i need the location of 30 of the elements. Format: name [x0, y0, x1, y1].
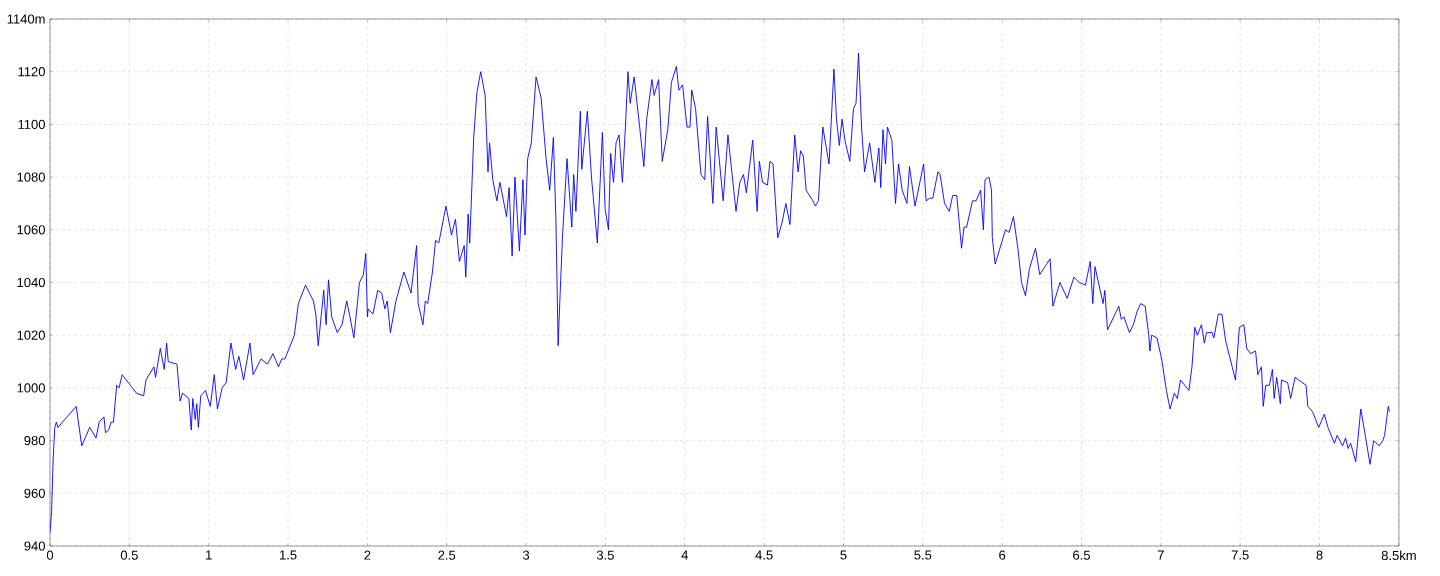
x-tick-label: 3 [522, 550, 530, 560]
x-tick-label: 0.5 [120, 550, 138, 560]
x-tick-label: 3.5 [596, 550, 614, 560]
y-tick-label: 1140m [7, 14, 45, 24]
line-series [50, 52, 1390, 534]
y-tick-label: 1080 [17, 172, 45, 182]
y-tick-label: 980 [24, 435, 45, 446]
x-tick-label: 8 [1316, 550, 1323, 560]
y-tick-label: 1020 [17, 330, 45, 340]
x-tick-label: 7.5 [1231, 550, 1249, 560]
x-tick-label: 4 [681, 550, 689, 560]
x-tick-label: 2 [364, 550, 371, 560]
x-tick-label: 1 [206, 550, 212, 560]
y-tick-label: 1120 [18, 67, 45, 77]
y-tick-label: 1040 [17, 277, 45, 288]
x-tick-label: 6.5 [1073, 550, 1090, 560]
x-tick-label: 8.5km [1381, 550, 1416, 561]
x-tick-label: 6 [999, 550, 1006, 560]
x-tick-label: 0 [46, 550, 54, 560]
x-tick-label: 4.5 [755, 550, 773, 560]
x-tick-label: 2.5 [438, 550, 456, 560]
y-tick-label: 940 [24, 541, 45, 551]
y-tick-label: 1100 [18, 119, 45, 129]
x-tick-label: 5 [840, 550, 847, 560]
x-tick-label: 1.5 [279, 550, 297, 560]
y-tick-label: 1000 [17, 383, 45, 393]
y-tick-label: 1060 [17, 225, 45, 235]
x-tick-label: 5.5 [914, 550, 932, 560]
y-tick-label: 960 [24, 488, 45, 498]
x-tick-label: 7 [1157, 550, 1164, 560]
